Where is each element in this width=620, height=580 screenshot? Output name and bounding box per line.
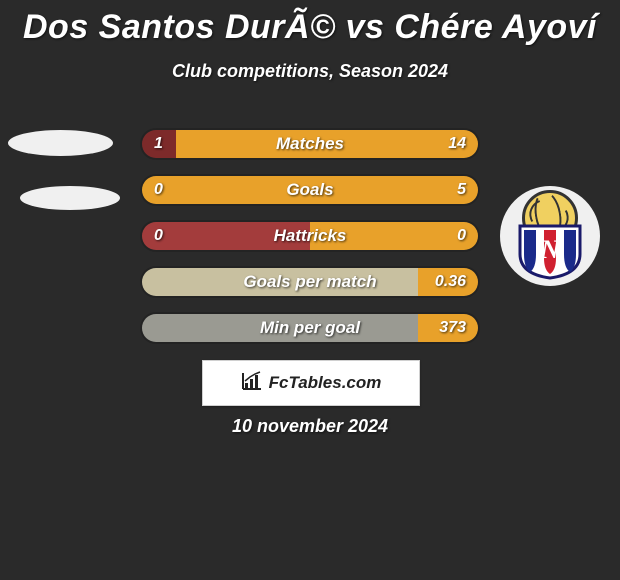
- stat-row: 00Hattricks: [140, 220, 480, 252]
- footer-brand-box: FcTables.com: [202, 360, 420, 406]
- footer-brand-text: FcTables.com: [269, 373, 382, 393]
- stat-label: Matches: [142, 130, 478, 158]
- stat-row: 05Goals: [140, 174, 480, 206]
- stat-row: 373Min per goal: [140, 312, 480, 344]
- stat-label: Goals: [142, 176, 478, 204]
- stat-label: Min per goal: [142, 314, 478, 342]
- comparison-card: Dos Santos DurÃ© vs Chére Ayoví Club com…: [0, 8, 620, 580]
- club-badge: N N: [500, 186, 600, 286]
- footer-date: 10 november 2024: [0, 416, 620, 437]
- decorative-ellipse-1: [8, 130, 113, 156]
- stat-label: Hattricks: [142, 222, 478, 250]
- page-subtitle: Club competitions, Season 2024: [0, 61, 620, 82]
- stat-row: 114Matches: [140, 128, 480, 160]
- svg-text:N: N: [540, 235, 561, 264]
- stats-container: 114Matches 05Goals 00Hattricks 0.36Goals pe…: [140, 128, 480, 358]
- stat-label: Goals per match: [142, 268, 478, 296]
- page-title: Dos Santos DurÃ© vs Chére Ayoví: [0, 8, 620, 47]
- stat-row: 0.36Goals per match: [140, 266, 480, 298]
- badge-shield-icon: N N: [518, 224, 582, 280]
- decorative-ellipse-2: [20, 186, 120, 210]
- bar-chart-icon: [241, 371, 263, 396]
